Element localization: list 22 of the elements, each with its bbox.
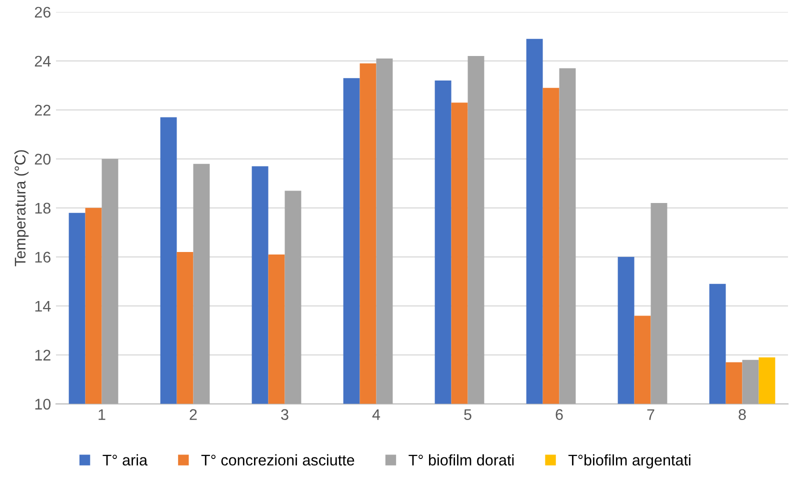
y-tick-label: 10	[35, 398, 51, 410]
x-tick-label: 5	[464, 409, 472, 420]
legend-label: T° concrezioni asciutte	[201, 454, 354, 466]
x-tick-label: 3	[281, 409, 288, 420]
x-tick-label: 2	[190, 409, 197, 420]
y-tick-label: 12	[35, 350, 50, 360]
legend-label: T° aria	[102, 454, 148, 466]
y-axis-title: Temperatura (°C)	[14, 150, 29, 266]
x-tick-label: 6	[556, 409, 563, 420]
legend-label: T°biofilm argentati	[568, 454, 690, 469]
y-tick-label: 20	[34, 154, 51, 165]
x-tick-label: 7	[647, 409, 654, 420]
x-tick-label: 1	[98, 409, 106, 420]
x-tick-label: 8	[738, 409, 746, 420]
x-tick-label: 4	[372, 409, 380, 420]
legend-label: T° biofilm dorati	[408, 454, 514, 466]
y-tick-label: 18	[35, 202, 50, 214]
y-tick-label: 26	[34, 6, 50, 18]
y-tick-label: 24	[34, 56, 51, 66]
y-tick-label: 14	[35, 300, 51, 312]
y-tick-label: 22	[34, 104, 50, 116]
y-tick-label: 16	[35, 252, 50, 263]
